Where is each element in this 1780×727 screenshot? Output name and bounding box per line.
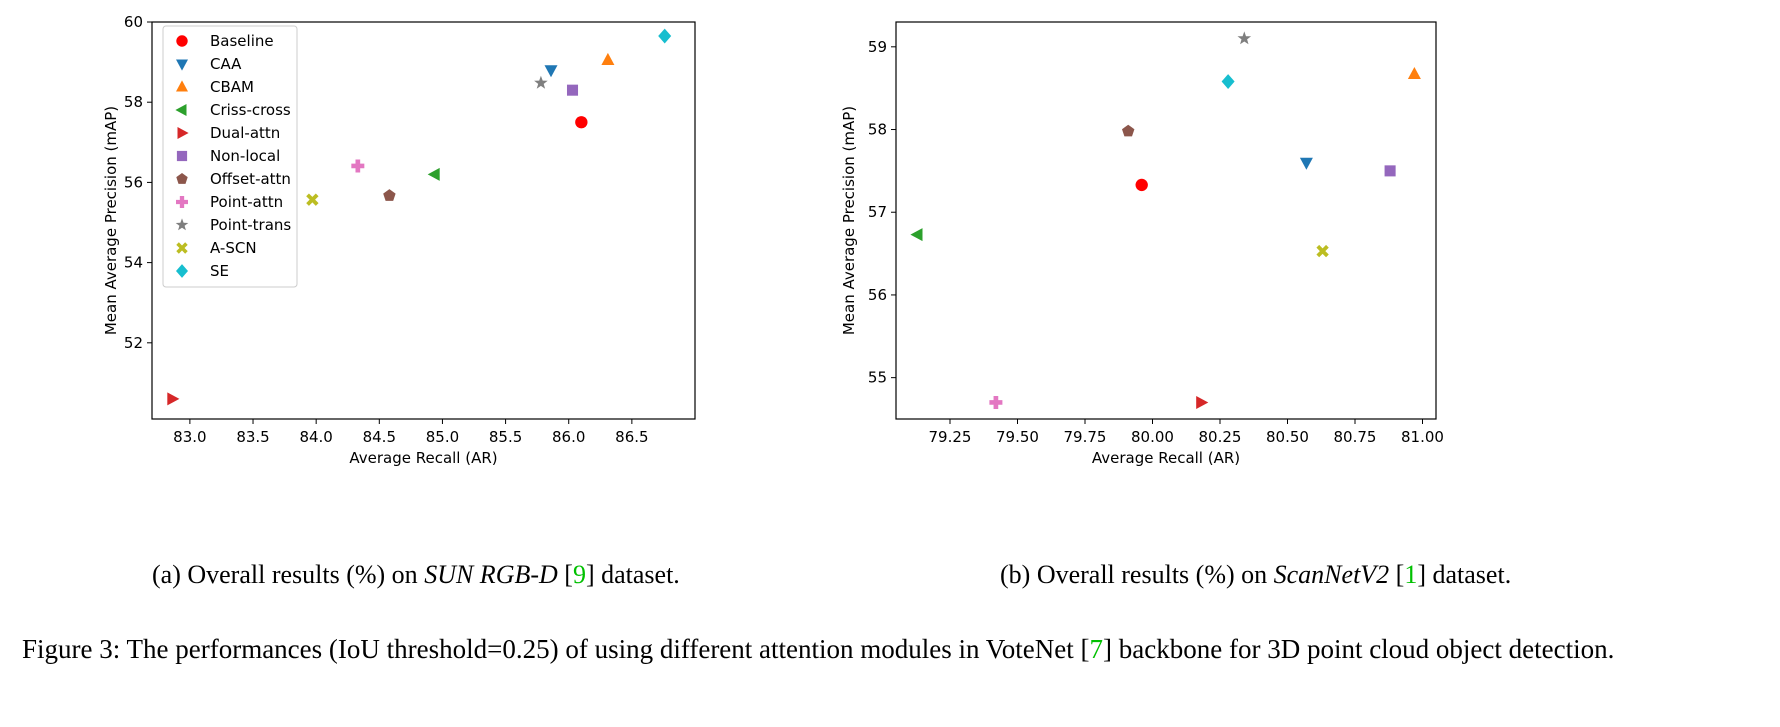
subcaption-b-ref-close: ] dataset. (1417, 560, 1512, 589)
point-offset-attn (383, 189, 396, 201)
x-tick-label: 83.5 (236, 428, 269, 446)
point-caa (1299, 157, 1313, 170)
x-tick-label: 79.25 (929, 428, 972, 446)
point-cbam (601, 52, 615, 65)
point-criss-cross (910, 228, 923, 242)
point-point-trans (534, 75, 548, 89)
point-baseline (575, 116, 588, 129)
point-dual-attn (1196, 396, 1209, 409)
legend-label-a-scn: A-SCN (210, 239, 257, 257)
subcaption-b-prefix: (b) Overall results (%) on (1000, 560, 1274, 589)
point-dual-attn (167, 392, 180, 406)
legend-label-point-attn: Point-attn (210, 193, 283, 211)
y-tick-label: 57 (868, 203, 887, 221)
point-point-trans (1237, 31, 1252, 45)
x-tick-label: 79.50 (996, 428, 1039, 446)
legend-marker-dual-attn (177, 127, 189, 139)
point-point-attn (989, 395, 1003, 409)
legend-label-point-trans: Point-trans (210, 216, 291, 234)
y-tick-label: 52 (124, 334, 143, 352)
legend-box (162, 25, 298, 288)
legend: Baseline CAA CBAM Criss-cross Dual-attn Non-l… (162, 25, 298, 288)
point-non-local (566, 84, 579, 96)
legend-label-non-local: Non-local (210, 147, 280, 165)
point-criss-cross (427, 167, 440, 181)
x-axis-label: Average Recall (AR) (1092, 449, 1240, 467)
point-se (658, 28, 672, 44)
figure-caption: Figure 3: The performances (IoU threshol… (22, 632, 1762, 666)
figure-caption-text-end: ] backbone for 3D point cloud object det… (1103, 634, 1615, 664)
point-offset-attn (1122, 124, 1135, 137)
subcaption-a-ref-link[interactable]: 9 (572, 560, 586, 589)
x-tick-label: 84.0 (299, 428, 332, 446)
subcaption-a-prefix: (a) Overall results (%) on (152, 560, 425, 589)
x-tick-label: 84.5 (363, 428, 396, 446)
x-tick-label: 85.0 (426, 428, 459, 446)
y-tick-label: 55 (868, 369, 887, 387)
y-axis-label: Mean Average Precision (mAP) (102, 106, 120, 335)
x-tick-label: 83.0 (173, 428, 206, 446)
point-non-local (1384, 165, 1396, 177)
subcaption-b-dataset: ScanNetV2 (1273, 560, 1390, 589)
legend-label-cbam: CBAM (210, 78, 254, 96)
x-tick-label: 86.0 (552, 428, 585, 446)
point-baseline (1135, 178, 1148, 192)
x-tick-label: 80.75 (1334, 428, 1377, 446)
chart-a: 83.0 83.5 84.0 84.5 85.0 85.5 86.0 86.5 52 54 56 58… (102, 13, 696, 467)
x-tick-label: 85.5 (489, 428, 522, 446)
x-tick-label: 80.25 (1199, 428, 1242, 446)
point-caa (544, 65, 558, 78)
x-tick-label: 80.50 (1266, 428, 1309, 446)
legend-label-criss-cross: Criss-cross (210, 101, 291, 119)
legend-label-caa: CAA (210, 55, 242, 73)
x-tick-label: 80.00 (1131, 428, 1174, 446)
subcaption-b-ref-link[interactable]: 1 (1404, 560, 1418, 589)
legend-marker-se (176, 264, 188, 278)
legend-marker-caa (176, 59, 188, 71)
legend-marker-criss-cross (175, 104, 187, 116)
y-tick-label: 56 (124, 173, 143, 191)
legend-marker-offset-attn (176, 173, 188, 184)
x-axis-label: Average Recall (AR) (349, 449, 497, 467)
figure-caption-ref-link[interactable]: 7 (1089, 634, 1104, 664)
plot-frame (895, 21, 1437, 420)
y-tick-label: 58 (124, 93, 143, 111)
legend-label-baseline: Baseline (210, 32, 274, 50)
legend-label-offset-attn: Offset-attn (210, 170, 291, 188)
x-tick-label: 81.00 (1401, 428, 1444, 446)
y-tick-label: 58 (868, 121, 887, 139)
subcaption-a-ref-open: [ (557, 560, 573, 589)
legend-marker-a-scn (176, 242, 188, 254)
subcaption-b: (b) Overall results (%) on ScanNetV2 [1]… (1000, 560, 1511, 590)
point-se (1221, 74, 1235, 89)
y-tick-label: 59 (868, 38, 887, 56)
point-a-scn (1316, 244, 1329, 258)
legend-marker-point-trans (175, 218, 189, 231)
y-axis-label: Mean Average Precision (mAP) (840, 106, 858, 335)
point-cbam (1407, 67, 1421, 79)
legend-label-dual-attn: Dual-attn (210, 124, 280, 142)
plot-frame (151, 21, 696, 420)
subcaption-b-ref-open: [ (1389, 560, 1405, 589)
legend-label-se: SE (210, 262, 229, 280)
x-tick-label: 86.5 (615, 428, 648, 446)
legend-marker-point-attn (176, 196, 188, 208)
subcaption-a-ref-close: ] dataset. (585, 560, 680, 589)
subcaption-a-dataset: SUN RGB-D (424, 560, 558, 589)
x-tick-label: 79.75 (1064, 428, 1107, 446)
subcaption-a: (a) Overall results (%) on SUN RGB-D [9]… (152, 560, 680, 590)
legend-marker-baseline (176, 35, 188, 47)
y-tick-label: 56 (868, 286, 887, 304)
legend-marker-non-local (176, 150, 188, 162)
legend-marker-cbam (176, 80, 188, 92)
point-a-scn (306, 193, 319, 206)
y-tick-label: 60 (124, 13, 143, 31)
y-tick-label: 54 (124, 254, 143, 272)
chart-b: 79.25 79.50 79.75 80.00 80.25 80.50 80.75 81.00… (840, 21, 1444, 467)
point-point-attn (351, 159, 365, 173)
figure-caption-text: Figure 3: The performances (IoU threshol… (22, 634, 1090, 664)
